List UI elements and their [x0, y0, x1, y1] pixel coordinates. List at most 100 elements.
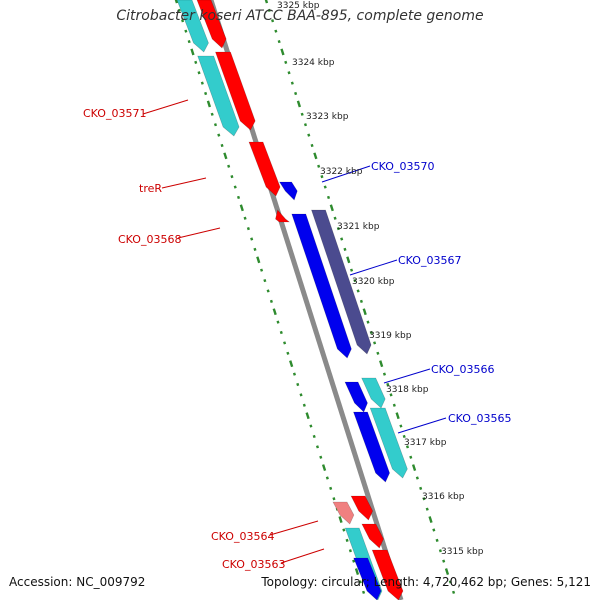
tick-track-inner: [325, 476, 329, 480]
tick-track-outer: [444, 568, 450, 575]
tick-track-inner: [250, 237, 254, 241]
tick-track-outer: [307, 133, 311, 137]
tick-track-outer: [362, 308, 367, 316]
tick-track-outer: [452, 590, 456, 594]
tick-track-inner: [177, 8, 181, 12]
leader-cko-03571: [142, 99, 189, 115]
gene-label-cko-03563[interactable]: CKO_03563: [222, 558, 285, 571]
tick-track-inner: [200, 81, 204, 85]
tick-track-inner: [283, 341, 287, 345]
tick-track-inner: [289, 360, 294, 368]
gene-arrow-cko-03571: [197, 55, 240, 137]
gene-label-cko-03564[interactable]: CKO_03564: [211, 530, 274, 543]
tick-track-outer: [333, 216, 337, 220]
tick-track-inner: [302, 403, 306, 407]
tick-track-inner: [210, 112, 214, 116]
tick-track-outer: [366, 320, 370, 324]
tick-track-inner: [352, 559, 356, 563]
tick-track-inner: [329, 486, 333, 490]
tick-track-inner: [184, 29, 188, 33]
gene-arrow-cko-03565: [353, 411, 390, 483]
gene-arrow-cko-03568: [275, 209, 291, 223]
gene-labels: CKO_03571 treR CKO_03568 CKO_03564 CKO_0…: [83, 107, 511, 571]
gene-label-cko-03570[interactable]: CKO_03570: [371, 160, 434, 173]
leader-cko-03566: [383, 368, 431, 384]
kbp-marker-3325: 3325 kbp: [277, 1, 320, 11]
tick-track-outer: [422, 497, 426, 501]
tick-track-outer: [442, 559, 446, 563]
tick-track-outer: [329, 204, 334, 212]
tick-track-inner: [206, 100, 212, 108]
tick-track-outer: [382, 372, 386, 376]
tick-track-inner: [354, 568, 360, 575]
tick-track-inner: [345, 538, 349, 542]
tick-track-outer: [419, 486, 423, 490]
kbp-marker-3315: 3315 kbp: [441, 547, 484, 557]
tick-track-inner: [174, 0, 179, 4]
tick-track-outer: [359, 299, 363, 303]
tick-track-outer: [389, 393, 393, 397]
gene-label-cko-03568[interactable]: CKO_03568: [118, 233, 181, 246]
tick-track-inner: [243, 216, 247, 220]
tick-track-inner: [181, 19, 185, 23]
tick-track-inner: [230, 175, 234, 179]
tick-track-inner: [276, 320, 280, 324]
tick-track-inner: [246, 227, 250, 231]
tick-track-inner: [299, 393, 303, 397]
tick-track-outer: [402, 434, 406, 439]
tick-track-outer: [346, 256, 351, 264]
gene-label-cko-03565[interactable]: CKO_03565: [448, 412, 511, 425]
leader-cko-03567: [349, 259, 398, 276]
gene-arrow-blue-bottom: [353, 557, 382, 600]
gene-arrow-cyan-lower: [369, 407, 408, 479]
tick-track-outer: [409, 455, 413, 459]
tick-track-inner: [204, 91, 208, 96]
accession-text: Accession: NC_009792: [9, 575, 146, 589]
gene-label-cko-03567[interactable]: CKO_03567: [398, 254, 461, 267]
gene-arrow-cko-03567-a: [291, 213, 352, 359]
tick-track-inner: [362, 590, 366, 594]
tick-track-outer: [379, 360, 384, 368]
kbp-marker-3324: 3324 kbp: [292, 58, 335, 68]
label-leader-lines: [142, 99, 447, 564]
kbp-marker-3320: 3320 kbp: [352, 277, 395, 287]
tick-track-inner: [348, 549, 352, 553]
tick-track-inner: [292, 372, 296, 376]
tick-track-outer: [303, 123, 308, 127]
tick-track-outer: [353, 278, 357, 283]
tick-track-inner: [358, 580, 362, 584]
gene-label-cko-03571[interactable]: CKO_03571: [83, 107, 146, 120]
tick-track-outer: [448, 580, 452, 584]
tick-track-inner: [233, 185, 237, 189]
tick-track-outer: [405, 445, 410, 449]
gene-arrow-red-lower-c: [371, 549, 404, 600]
gene-arrow-cyan-top: [176, 0, 209, 53]
tick-track-outer: [399, 424, 403, 428]
tick-track-inner: [279, 330, 283, 335]
gene-arrow-red-lower-a: [350, 495, 374, 521]
tick-track-outer: [392, 403, 396, 407]
tick-track-inner: [194, 60, 198, 64]
tick-track-inner: [286, 351, 290, 355]
tick-track-outer: [284, 60, 288, 64]
tick-track-outer: [432, 528, 436, 532]
gene-label-cko-03566[interactable]: CKO_03566: [431, 363, 494, 376]
tick-track-inner: [190, 48, 195, 56]
tick-track-outer: [280, 48, 285, 56]
tick-track-outer: [395, 412, 400, 420]
tick-track-outer: [340, 237, 344, 241]
leader-trer: [161, 177, 207, 189]
gene-label-trer[interactable]: treR: [139, 182, 162, 195]
kbp-marker-3317: 3317 kbp: [404, 438, 447, 448]
tick-track-outer: [264, 0, 269, 4]
tick-track-outer: [326, 195, 331, 200]
tick-track-outer: [350, 268, 354, 272]
tick-track-outer: [300, 112, 304, 116]
kbp-markers: 3315 kbp 3316 kbp 3317 kbp 3318 kbp 3319…: [277, 1, 484, 557]
tick-track-inner: [338, 516, 343, 523]
leader-cko-03564: [269, 520, 319, 536]
tick-track-inner: [263, 278, 267, 283]
tick-track-inner: [223, 152, 228, 160]
tick-track-inner: [332, 497, 336, 501]
